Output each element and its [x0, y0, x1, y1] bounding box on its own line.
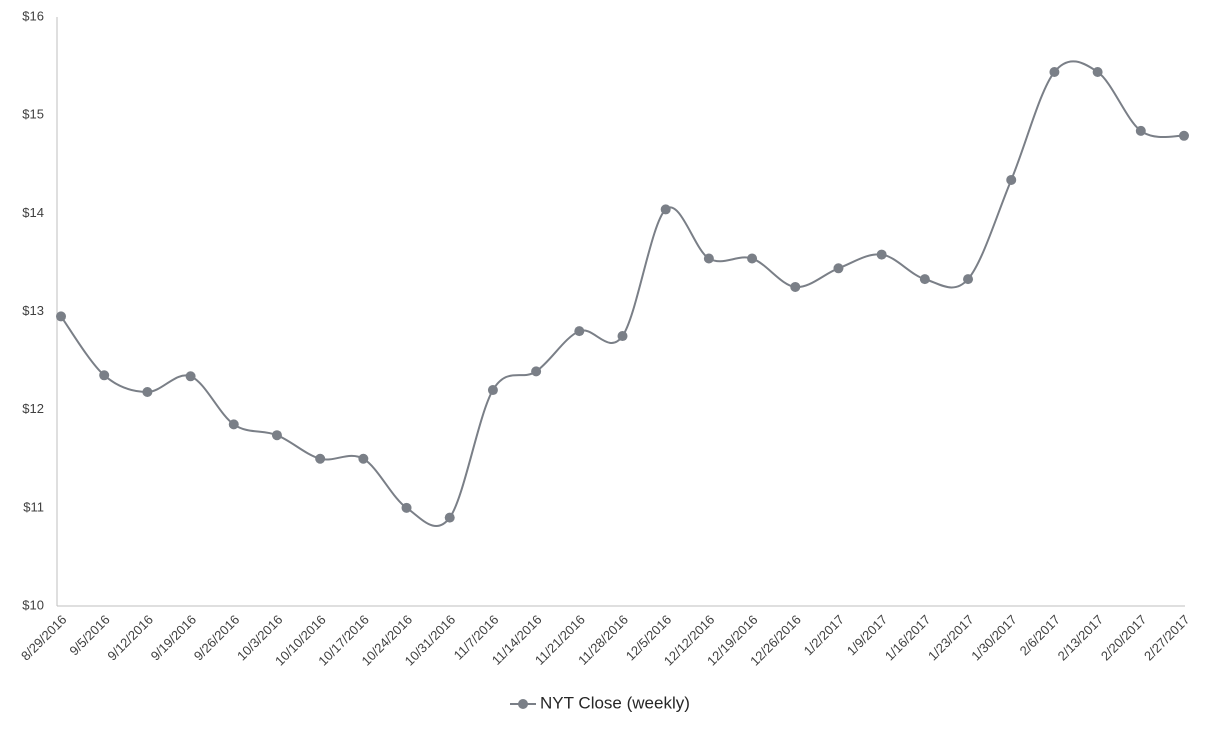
data-point: [1006, 174, 1017, 185]
data-point: [401, 502, 412, 513]
data-point: [617, 331, 628, 342]
x-tick-label: 9/12/2016: [104, 612, 156, 664]
data-point: [660, 204, 671, 215]
x-tick-label: 9/26/2016: [191, 612, 243, 664]
data-point: [99, 370, 110, 381]
y-tick-label: $11: [23, 499, 44, 514]
legend-marker: [518, 699, 528, 709]
data-point: [315, 453, 326, 464]
data-point: [358, 453, 369, 464]
data-point: [531, 366, 542, 377]
y-tick-label: $16: [22, 8, 44, 23]
data-point: [876, 249, 887, 260]
x-tick-label: 1/2/2017: [801, 612, 847, 658]
y-tick-label: $13: [22, 303, 44, 318]
x-tick-label: 2/27/2017: [1141, 612, 1193, 664]
series-line: [60, 60, 1185, 528]
x-tick-label: 2/20/2017: [1098, 612, 1150, 664]
x-tick-label: 2/13/2017: [1055, 612, 1107, 664]
data-point: [228, 419, 239, 430]
legend-label: NYT Close (weekly): [540, 693, 690, 712]
data-point: [747, 253, 758, 264]
x-tick-label: 1/23/2017: [925, 612, 977, 664]
data-point: [1179, 130, 1189, 141]
data-point: [444, 512, 455, 523]
data-point: [142, 386, 153, 397]
data-point: [574, 326, 585, 337]
y-tick-label: $10: [22, 597, 44, 612]
data-point: [487, 385, 498, 396]
data-point: [1135, 125, 1146, 136]
data-point: [703, 253, 714, 264]
x-tick-label: 1/16/2017: [882, 612, 934, 664]
data-point: [790, 281, 801, 292]
x-tick-label: 9/19/2016: [148, 612, 200, 664]
x-tick-label: 8/29/2016: [18, 612, 70, 664]
data-point: [963, 274, 974, 285]
y-tick-label: $15: [22, 107, 44, 122]
data-point: [271, 430, 282, 441]
data-point: [1049, 66, 1060, 77]
data-point: [1092, 66, 1103, 77]
data-point: [185, 371, 196, 382]
y-tick-label: $14: [22, 205, 44, 220]
y-tick-label: $12: [22, 401, 44, 416]
x-tick-label: 1/30/2017: [968, 612, 1020, 664]
data-point: [56, 311, 66, 322]
data-point: [833, 263, 844, 274]
data-point: [919, 274, 930, 285]
